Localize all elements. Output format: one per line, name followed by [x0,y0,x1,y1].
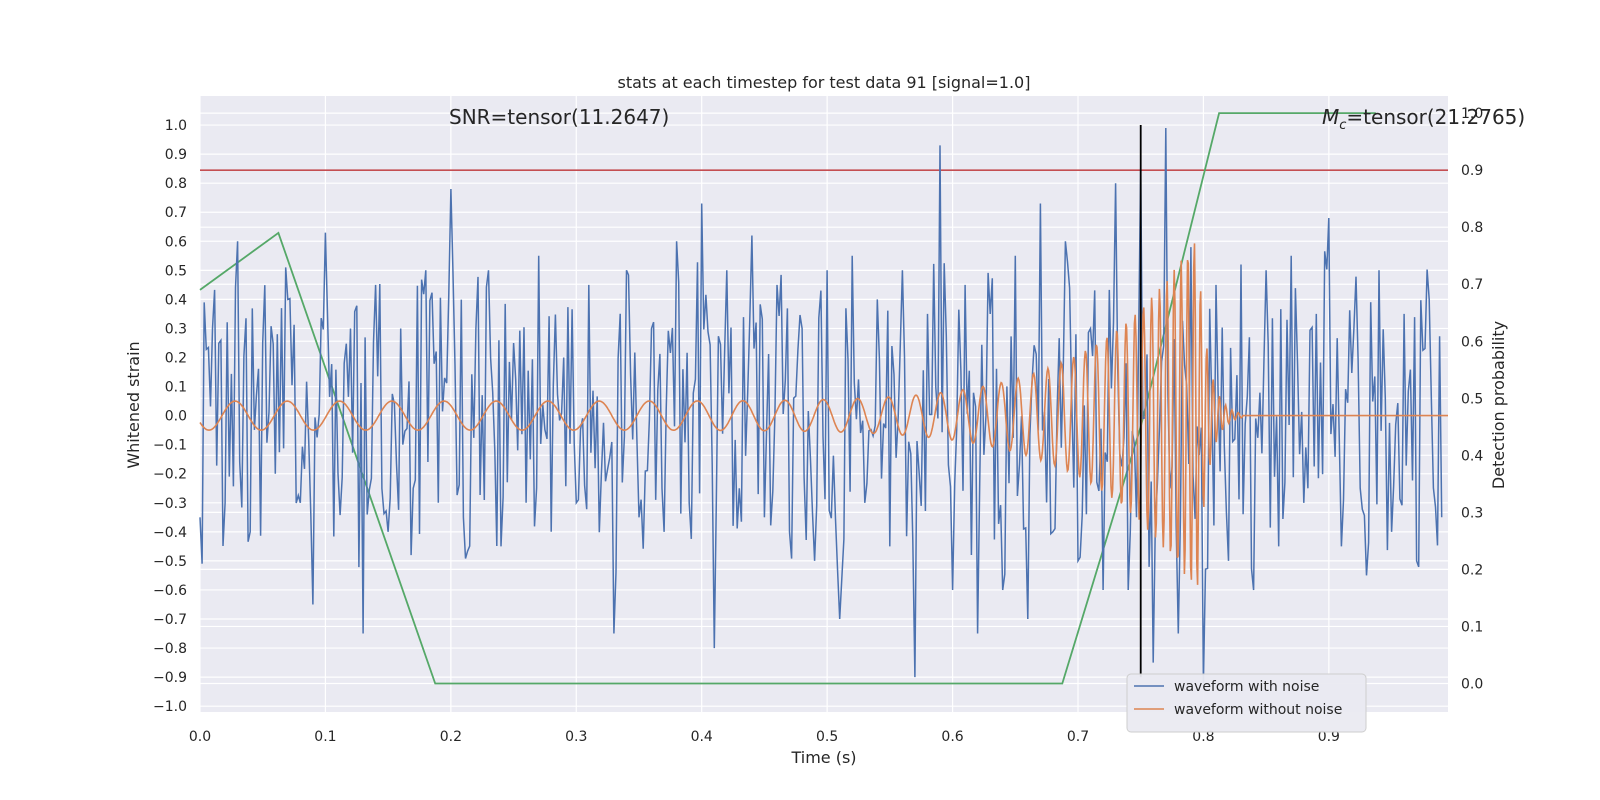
chirp-mass-value: =tensor(21.2765) [1346,105,1525,129]
y2-tick-label: 0.9 [1461,163,1483,179]
y-tick-label: 0.9 [165,147,187,163]
y2-tick-label: 0.0 [1461,676,1483,692]
legend: waveform with noise waveform without noi… [1126,673,1367,733]
x-tick-label: 0.8 [1192,729,1214,745]
x-tick-label: 0.7 [1067,729,1089,745]
clean-line [199,243,1448,585]
legend-label-noise: waveform with noise [1174,679,1319,695]
y-tick-label: 0.4 [165,292,187,308]
y-tick-label: −0.1 [153,438,187,454]
y2-tick-label: 1.0 [1461,106,1483,122]
legend-box [1126,673,1367,733]
y-tick-label: −0.2 [153,467,187,483]
y-tick-label: −0.4 [153,525,187,541]
x-axis: 0.0 0.1 0.2 0.3 0.4 0.5 0.6 0.7 0.8 0.9 [189,729,1340,745]
snr-annotation: SNR=tensor(11.2647) [449,105,669,129]
y-tick-label: 0.6 [165,234,187,250]
y2-tick-label: 0.4 [1461,448,1483,464]
y2-tick-label: 0.1 [1461,619,1483,635]
y-axis-label: Whitened strain [124,341,143,468]
y-tick-label: 0.2 [165,351,187,367]
chirp-mass-subscript: c [1339,118,1346,133]
y-tick-label: −0.5 [153,554,187,570]
y-tick-label: 0.1 [165,380,187,396]
y-tick-label: 0.8 [165,176,187,192]
y-tick-label: −0.7 [153,612,187,628]
y-tick-label: 0.3 [165,321,187,337]
x-tick-label: 0.2 [440,729,462,745]
chart-title: stats at each timestep for test data 91 … [618,73,1031,92]
legend-label-clean: waveform without noise [1174,702,1342,718]
clean-series [199,243,1448,585]
noise-series [199,127,1443,683]
x-tick-label: 0.1 [314,729,336,745]
x-tick-label: 0.0 [189,729,211,745]
chirp-mass-annotation: Mc=tensor(21.2765) [1322,105,1525,133]
y-tick-label: −1.0 [153,699,187,715]
y-tick-label: 0.7 [165,205,187,221]
y-axis-left: 1.0 0.9 0.8 0.7 0.6 0.5 0.4 0.3 0.2 0.1 0.0 −0.1 −0.… [153,118,187,715]
y-tick-label: 0.0 [165,409,187,425]
x-tick-label: 0.4 [691,729,713,745]
y2-tick-label: 0.5 [1461,391,1483,407]
probability-line [199,112,1376,685]
y2-tick-label: 0.2 [1461,562,1483,578]
y-tick-label: 1.0 [165,118,187,134]
y-tick-label: 0.5 [165,263,187,279]
y2-tick-label: 0.6 [1461,334,1483,350]
noise-line [199,127,1443,683]
x-tick-label: 0.9 [1318,729,1340,745]
chirp-mass-symbol: M [1322,105,1339,129]
y2-tick-label: 0.7 [1461,277,1483,293]
y2-tick-label: 0.3 [1461,505,1483,521]
y-tick-label: −0.3 [153,496,187,512]
y2-tick-label: 0.8 [1461,220,1483,236]
x-tick-label: 0.3 [565,729,587,745]
y2-axis-label: Detection probability [1489,321,1508,489]
y-axis-right: 1.0 0.9 0.8 0.7 0.6 0.5 0.4 0.3 0.2 0.1 0.0 [1461,106,1483,692]
x-tick-label: 0.5 [816,729,838,745]
y-tick-label: −0.6 [153,583,187,599]
probability-series [199,112,1376,685]
x-axis-label: Time (s) [790,748,856,767]
y-tick-label: −0.8 [153,641,187,657]
x-tick-label: 0.6 [941,729,963,745]
y-tick-label: −0.9 [153,670,187,686]
